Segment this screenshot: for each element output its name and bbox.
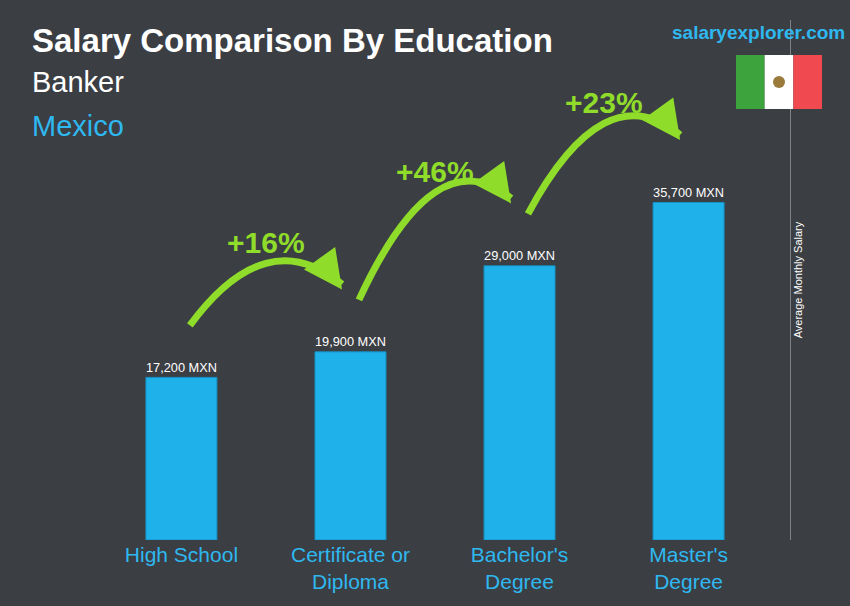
svg-text:High School: High School	[125, 543, 238, 566]
svg-text:35,700 MXN: 35,700 MXN	[653, 185, 724, 200]
svg-text:Mexico: Mexico	[32, 110, 124, 142]
svg-text:Master'sDegree: Master'sDegree	[649, 543, 728, 593]
svg-text:Certificate orDiploma: Certificate orDiploma	[291, 543, 410, 593]
svg-text:Salary Comparison By Education: Salary Comparison By Education	[32, 22, 553, 59]
svg-text:17,200 MXN: 17,200 MXN	[146, 360, 217, 375]
svg-text:19,900 MXN: 19,900 MXN	[315, 334, 386, 349]
svg-text:29,000 MXN: 29,000 MXN	[484, 248, 555, 263]
svg-text:+46%: +46%	[396, 155, 474, 188]
svg-text:Average Monthly Salary: Average Monthly Salary	[792, 221, 804, 338]
svg-text:salaryexplorer.com: salaryexplorer.com	[672, 22, 845, 43]
svg-text:+16%: +16%	[227, 226, 305, 259]
svg-text:Banker: Banker	[32, 66, 124, 98]
svg-text:+23%: +23%	[565, 86, 643, 119]
svg-text:Bachelor'sDegree: Bachelor'sDegree	[471, 543, 568, 593]
